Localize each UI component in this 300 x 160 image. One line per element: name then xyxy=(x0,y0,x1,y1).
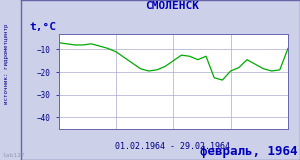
Text: источник: гидрометцентр: источник: гидрометцентр xyxy=(4,24,9,104)
Text: t,°C: t,°C xyxy=(29,22,56,32)
Text: lab127: lab127 xyxy=(3,153,26,158)
Text: февраль, 1964: февраль, 1964 xyxy=(200,145,297,158)
Text: 01.02.1964 - 29.02.1964: 01.02.1964 - 29.02.1964 xyxy=(115,142,230,151)
Text: СМОЛЕНСК: СМОЛЕНСК xyxy=(146,1,200,11)
